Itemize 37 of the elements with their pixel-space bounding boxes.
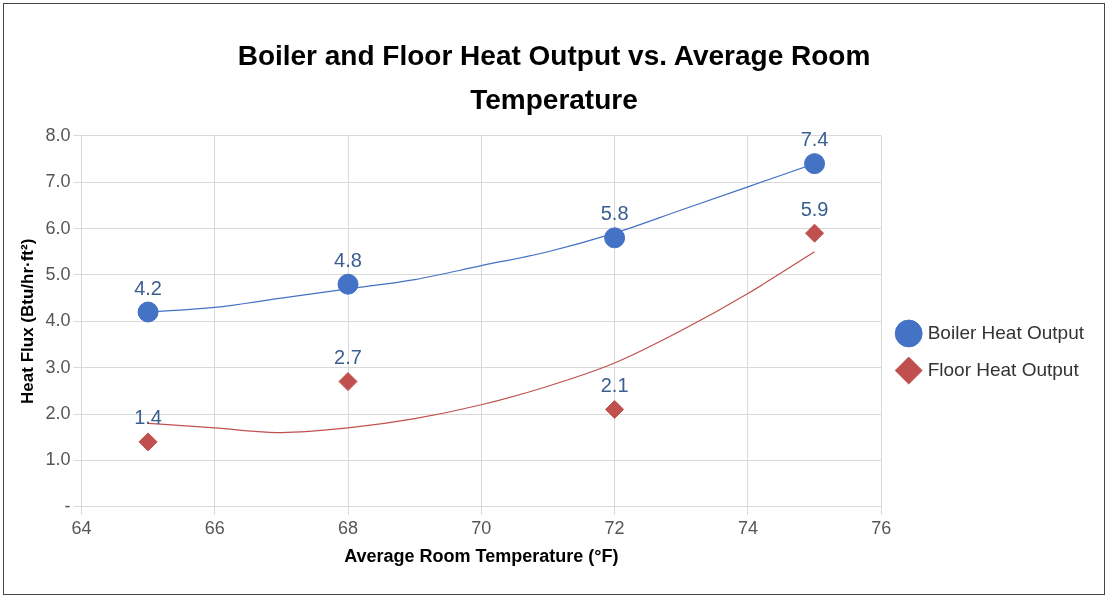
data-label: 1.4 <box>134 406 162 429</box>
legend-label: Floor Heat Output <box>927 358 1080 380</box>
point <box>137 301 159 323</box>
y-axis-title: Heat Flux (Btu/hr·ft²) <box>17 238 37 404</box>
point <box>804 153 826 175</box>
data-label: 5.8 <box>600 202 629 225</box>
point <box>138 432 158 452</box>
y-tick-label: 7.0 <box>45 171 71 192</box>
y-tick-label: 1.0 <box>45 449 71 470</box>
point <box>805 223 825 243</box>
legend-label: Boiler Heat Output <box>927 321 1085 343</box>
y-tick-label: 2.0 <box>45 403 71 424</box>
x-tick-label: 74 <box>737 517 758 538</box>
data-label: 2.7 <box>334 346 362 369</box>
data-label: 5.9 <box>800 197 829 220</box>
y-tick-label: 3.0 <box>45 356 71 377</box>
x-tick-label: 66 <box>204 517 225 538</box>
point <box>604 227 626 249</box>
x-tick-label: 72 <box>604 517 625 538</box>
data-label: 4.8 <box>334 248 362 271</box>
point <box>337 273 359 295</box>
y-tick-label: 6.0 <box>45 217 71 238</box>
x-tick-label: 76 <box>871 517 892 538</box>
chart-title: Boiler and Floor Heat Output vs. Average Room Temperature <box>236 39 872 117</box>
y-tick-label: - <box>64 495 71 516</box>
y-tick-label: 8.0 <box>45 124 71 145</box>
data-label: 4.2 <box>134 276 162 299</box>
x-tick-label: 70 <box>471 517 492 538</box>
x-axis-title: Average Room Temperature (°F) <box>344 546 619 567</box>
y-tick-label: 4.0 <box>45 310 71 331</box>
x-tick-label: 64 <box>71 517 92 538</box>
x-tick-label: 68 <box>338 517 359 538</box>
data-label: 2.1 <box>600 373 629 396</box>
y-tick-label: 5.0 <box>45 263 71 284</box>
point <box>605 399 625 419</box>
point <box>338 372 358 392</box>
data-label: 7.4 <box>800 128 829 151</box>
